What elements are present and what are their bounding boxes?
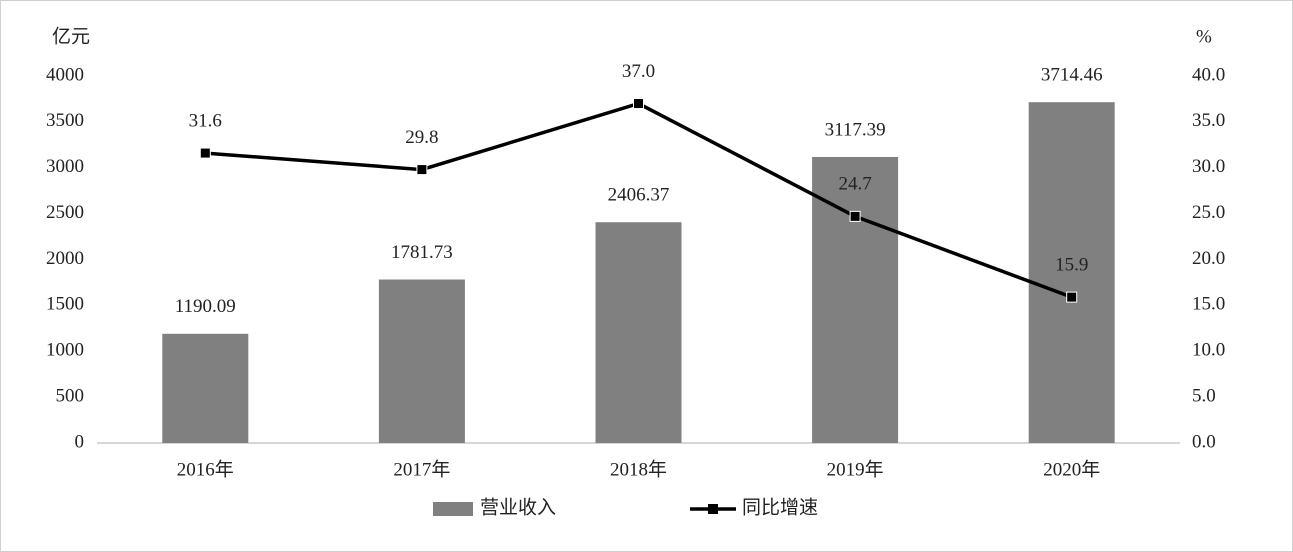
legend-swatch [433, 502, 473, 516]
y2-tick-label: 10.0 [1192, 340, 1225, 361]
x-tick-label: 2018年 [610, 458, 667, 480]
y-tick-label: 1000 [46, 340, 84, 361]
line-value-label: 24.7 [838, 174, 871, 195]
x-tick-label: 2017年 [393, 458, 450, 480]
legend-label: 营业收入 [480, 496, 556, 518]
y-tick-label: 2500 [46, 202, 84, 223]
y2-axis-unit: % [1196, 26, 1212, 47]
bar-value-label: 3714.46 [1041, 65, 1103, 86]
y2-tick-label: 35.0 [1192, 110, 1225, 131]
bar-value-label: 3117.39 [825, 119, 886, 140]
line-value-label: 37.0 [622, 61, 655, 82]
y-tick-label: 1500 [46, 294, 84, 315]
y-tick-label: 500 [56, 385, 85, 406]
x-tick-label: 2019年 [827, 458, 884, 480]
y2-tick-label: 20.0 [1192, 248, 1225, 269]
line-value-label: 31.6 [189, 110, 222, 131]
y-tick-label: 4000 [46, 64, 84, 85]
line-marker [416, 164, 428, 176]
bar [1028, 102, 1115, 443]
line-value-label: 29.8 [405, 127, 438, 148]
y2-tick-label: 0.0 [1192, 431, 1216, 452]
y2-tick-label: 40.0 [1192, 64, 1225, 85]
bar [595, 222, 682, 443]
bar-value-label: 2406.37 [608, 185, 670, 206]
line-value-label: 15.9 [1055, 254, 1088, 275]
bar [812, 156, 899, 443]
y2-tick-label: 15.0 [1192, 294, 1225, 315]
bar-value-label: 1781.73 [391, 242, 453, 263]
x-tick-label: 2020年 [1043, 458, 1100, 480]
y-tick-label: 3000 [46, 156, 84, 177]
line-marker [849, 210, 861, 222]
bar [162, 333, 249, 443]
y2-tick-label: 5.0 [1192, 385, 1216, 406]
y-tick-label: 2000 [46, 248, 84, 269]
x-tick-label: 2016年 [177, 458, 234, 480]
legend-marker [708, 504, 718, 514]
y-tick-label: 3500 [46, 110, 84, 131]
y-tick-label: 0 [75, 431, 85, 452]
line-marker [633, 98, 644, 110]
line-marker [199, 147, 211, 159]
y-axis-unit: 亿元 [52, 25, 90, 47]
y2-tick-label: 30.0 [1192, 156, 1225, 177]
bar [378, 279, 465, 443]
bar-value-label: 1190.09 [175, 296, 236, 317]
line-marker [1066, 291, 1078, 303]
y2-tick-label: 25.0 [1192, 202, 1225, 223]
legend-label: 同比增速 [742, 496, 818, 518]
